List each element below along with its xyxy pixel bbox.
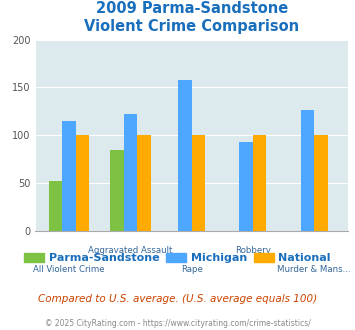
Bar <box>76 135 89 231</box>
Text: © 2025 CityRating.com - https://www.cityrating.com/crime-statistics/: © 2025 CityRating.com - https://www.city… <box>45 319 310 328</box>
Bar <box>62 121 76 231</box>
Text: All Violent Crime: All Violent Crime <box>33 265 105 275</box>
Text: Compared to U.S. average. (U.S. average equals 100): Compared to U.S. average. (U.S. average … <box>38 294 317 304</box>
Bar <box>253 135 267 231</box>
Text: Murder & Mans...: Murder & Mans... <box>278 265 351 275</box>
Bar <box>314 135 328 231</box>
Bar <box>301 111 314 231</box>
Text: Aggravated Assault: Aggravated Assault <box>88 246 173 255</box>
Title: 2009 Parma-Sandstone
Violent Crime Comparison: 2009 Parma-Sandstone Violent Crime Compa… <box>84 1 299 34</box>
Legend: Parma-Sandstone, Michigan, National: Parma-Sandstone, Michigan, National <box>20 248 335 268</box>
Bar <box>49 181 62 231</box>
Bar <box>240 142 253 231</box>
Bar <box>178 80 192 231</box>
Bar <box>110 150 124 231</box>
Text: Rape: Rape <box>181 265 203 275</box>
Bar <box>137 135 151 231</box>
Bar <box>124 114 137 231</box>
Bar <box>192 135 205 231</box>
Text: Robbery: Robbery <box>235 246 271 255</box>
